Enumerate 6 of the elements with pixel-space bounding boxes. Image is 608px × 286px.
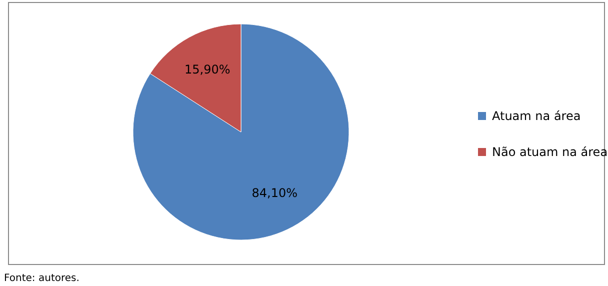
data-label: 84,10%: [252, 186, 298, 200]
legend-label: Não atuam na área: [492, 145, 608, 159]
pie-slice: [132, 24, 350, 240]
legend-label: Atuam na área: [492, 109, 581, 123]
source-note: Fonte: autores.: [4, 273, 80, 284]
data-label: 15,90%: [184, 62, 230, 77]
